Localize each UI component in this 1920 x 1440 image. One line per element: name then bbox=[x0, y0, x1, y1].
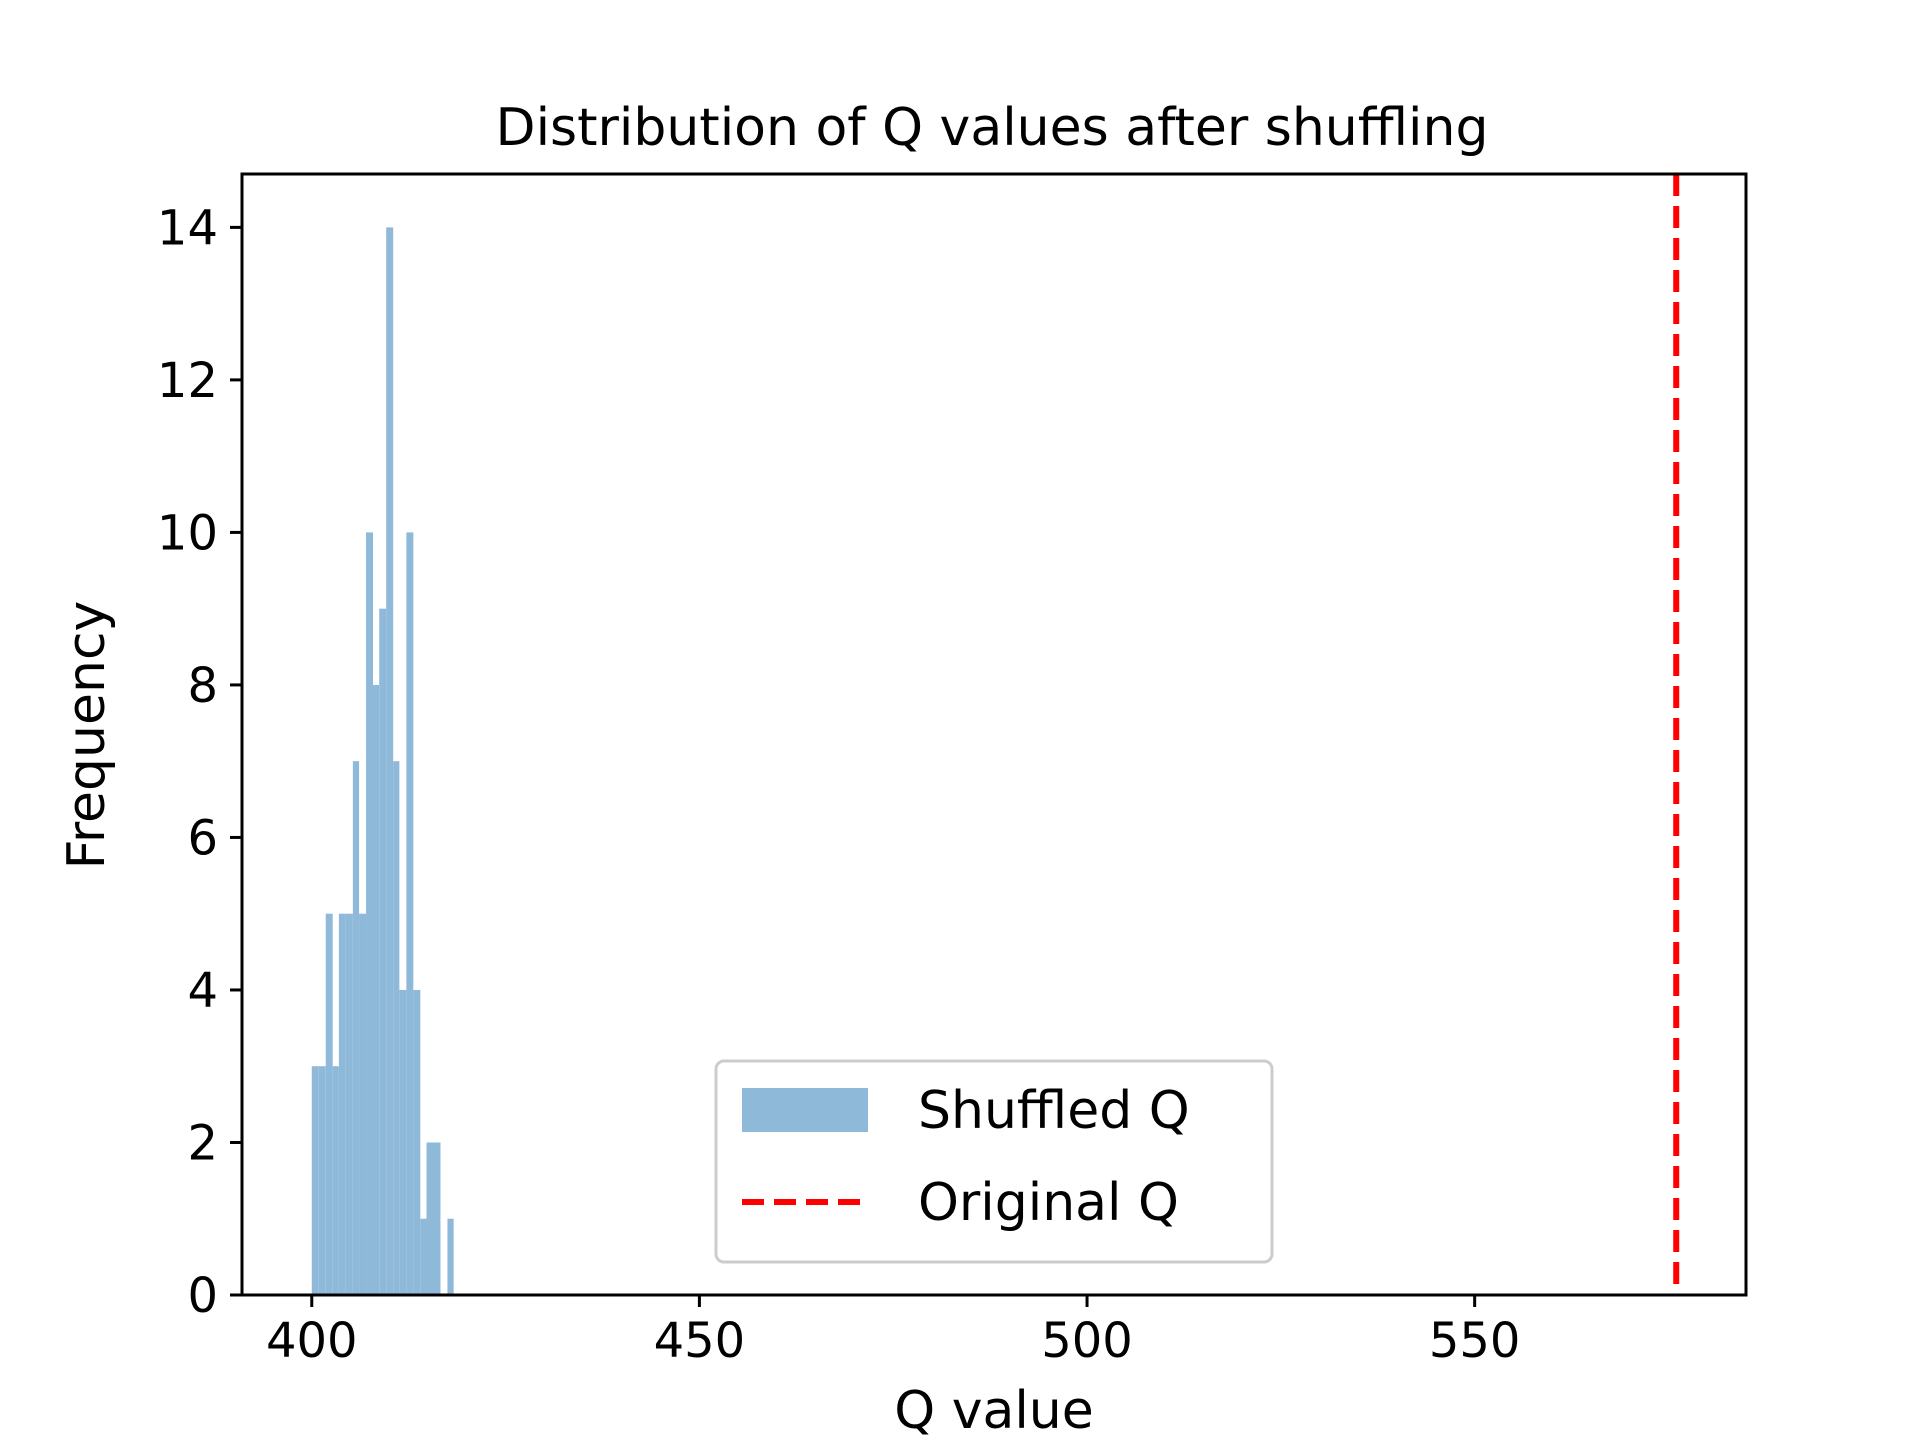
y-tick-label: 4 bbox=[187, 963, 218, 1019]
histogram-bar-20 bbox=[447, 1218, 454, 1295]
y-axis-label: Frequency bbox=[57, 601, 117, 870]
histogram-bar-11 bbox=[386, 227, 394, 1295]
histogram-bar-17 bbox=[426, 1142, 434, 1295]
histogram-bar-15 bbox=[413, 989, 421, 1295]
legend-swatch-shuffled bbox=[742, 1088, 868, 1132]
histogram-bar-8 bbox=[366, 532, 374, 1295]
y-tick-label: 10 bbox=[157, 505, 218, 561]
histogram-bar-2 bbox=[325, 913, 333, 1295]
histogram-bar-9 bbox=[373, 684, 380, 1295]
x-axis-label: Q value bbox=[894, 1381, 1094, 1440]
y-tick-label: 14 bbox=[157, 200, 218, 256]
x-tick-label: 500 bbox=[1041, 1313, 1133, 1369]
y-tick-label: 0 bbox=[187, 1268, 218, 1324]
x-tick-label: 550 bbox=[1429, 1313, 1521, 1369]
y-tick-label: 2 bbox=[187, 1115, 218, 1171]
x-tick-label: 450 bbox=[654, 1313, 746, 1369]
y-tick-label: 6 bbox=[187, 810, 218, 866]
histogram-bar-5 bbox=[345, 913, 353, 1295]
histogram-bar-12 bbox=[393, 761, 400, 1295]
x-axis: 400 450 500 550 bbox=[266, 1295, 1521, 1369]
histogram-bar-16 bbox=[420, 1218, 427, 1295]
y-tick-label: 8 bbox=[187, 658, 218, 714]
chart-title: Distribution of Q values after shuffling bbox=[496, 98, 1489, 158]
histogram-bar-0 bbox=[311, 1066, 319, 1295]
histogram-bar-3 bbox=[332, 1066, 339, 1295]
legend-label-shuffled: Shuffled Q bbox=[918, 1081, 1190, 1141]
x-tick-label: 400 bbox=[266, 1313, 358, 1369]
axes-frame bbox=[240, 172, 1748, 1297]
plot-area bbox=[311, 174, 1680, 1295]
histogram-bar-1 bbox=[318, 1066, 326, 1295]
histogram-bar-13 bbox=[399, 989, 407, 1295]
histogram-bar-4 bbox=[338, 913, 346, 1295]
histogram-bar-18 bbox=[433, 1142, 441, 1295]
legend: Shuffled Q Original Q bbox=[714, 1059, 1274, 1264]
legend-label-original: Original Q bbox=[918, 1173, 1179, 1233]
histogram-bar-6 bbox=[352, 761, 360, 1295]
histogram-bar-7 bbox=[359, 913, 367, 1295]
y-tick-label: 12 bbox=[157, 353, 218, 409]
y-axis: 0 2 4 6 8 10 12 14 bbox=[157, 200, 242, 1324]
histogram-bar-10 bbox=[379, 608, 387, 1295]
histogram-bar-14 bbox=[406, 532, 414, 1295]
